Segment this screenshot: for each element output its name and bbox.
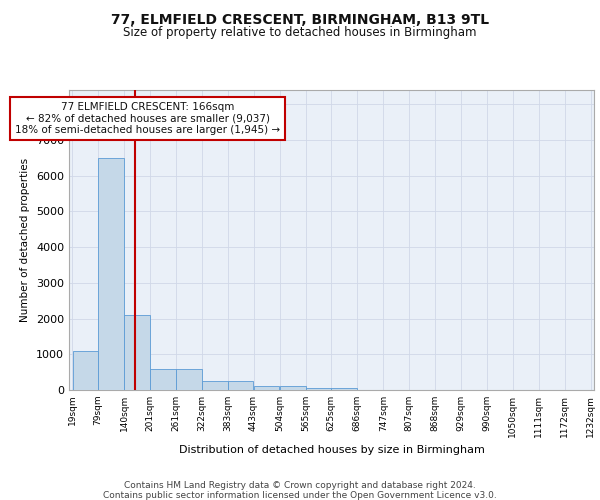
Text: 77, ELMFIELD CRESCENT, BIRMINGHAM, B13 9TL: 77, ELMFIELD CRESCENT, BIRMINGHAM, B13 9…: [111, 12, 489, 26]
Text: 77 ELMFIELD CRESCENT: 166sqm
← 82% of detached houses are smaller (9,037)
18% of: 77 ELMFIELD CRESCENT: 166sqm ← 82% of de…: [15, 102, 280, 135]
Bar: [280, 386, 305, 390]
Text: Contains public sector information licensed under the Open Government Licence v3: Contains public sector information licen…: [103, 490, 497, 500]
Bar: [150, 368, 176, 390]
Bar: [124, 315, 150, 390]
X-axis label: Distribution of detached houses by size in Birmingham: Distribution of detached houses by size …: [179, 446, 484, 456]
Bar: [331, 388, 357, 390]
Bar: [73, 350, 98, 390]
Text: Contains HM Land Registry data © Crown copyright and database right 2024.: Contains HM Land Registry data © Crown c…: [124, 480, 476, 490]
Text: Size of property relative to detached houses in Birmingham: Size of property relative to detached ho…: [123, 26, 477, 39]
Bar: [254, 386, 280, 390]
Bar: [176, 370, 202, 390]
Bar: [98, 158, 124, 390]
Bar: [202, 381, 228, 390]
Y-axis label: Number of detached properties: Number of detached properties: [20, 158, 31, 322]
Bar: [228, 382, 253, 390]
Bar: [306, 388, 331, 390]
